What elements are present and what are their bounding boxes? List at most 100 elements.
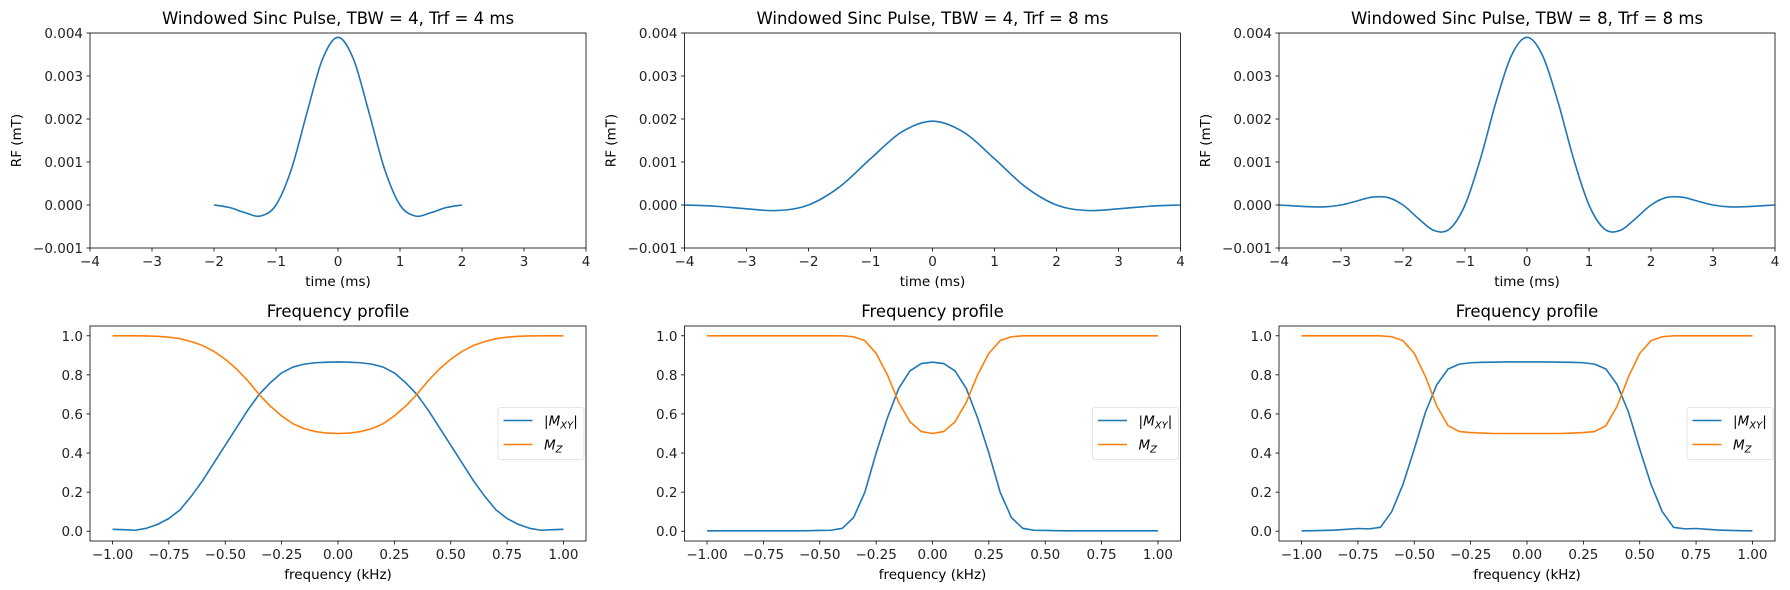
x-tick-label: 3 — [520, 254, 529, 270]
y-tick-label: 0.000 — [639, 198, 678, 214]
x-axis-label: time (ms) — [1494, 274, 1560, 290]
y-tick-label: 0.004 — [1233, 26, 1272, 42]
y-tick-label: 0.000 — [44, 198, 83, 214]
y-axis-label: RF (mT) — [9, 114, 25, 167]
x-tick-label: 0 — [1523, 254, 1532, 270]
y-tick-label: 0.003 — [44, 69, 83, 85]
plot-area — [90, 33, 586, 248]
y-tick-label: 0.001 — [44, 155, 83, 171]
y-tick-label: 0.6 — [1251, 407, 1272, 423]
x-tick-label: −0.25 — [855, 547, 896, 563]
y-tick-label: 0.002 — [639, 112, 678, 128]
y-tick-label: 0.003 — [1233, 69, 1272, 85]
y-tick-label: −0.001 — [1222, 241, 1272, 257]
x-tick-label: −3 — [142, 254, 162, 270]
y-tick-label: 0.002 — [44, 112, 83, 128]
y-tick-label: 0.001 — [1233, 155, 1272, 171]
y-tick-label: 0.4 — [656, 446, 677, 462]
x-tick-label: −1 — [861, 254, 881, 270]
x-tick-label: 1.00 — [548, 547, 578, 563]
x-tick-label: 4 — [582, 254, 591, 270]
x-tick-label: 0 — [334, 254, 343, 270]
legend-label-mxy: |MXY| — [1139, 414, 1173, 432]
x-tick-label: 3 — [1114, 254, 1123, 270]
x-tick-label: 1.00 — [1737, 547, 1767, 563]
legend: |MXY| MZ​ — [1686, 407, 1774, 460]
plot-title: Windowed Sinc Pulse, TBW = 4, Trf = 4 ms — [162, 9, 514, 28]
legend-label-mz: MZ​ — [544, 438, 564, 456]
x-tick-label: 0.75 — [492, 547, 522, 563]
y-tick-label: 0.003 — [639, 69, 678, 85]
y-tick-label: 0.002 — [1233, 112, 1272, 128]
x-tick-label: 1 — [396, 254, 405, 270]
plot-title: Windowed Sinc Pulse, TBW = 4, Trf = 8 ms — [756, 9, 1108, 28]
x-tick-label: 0.00 — [917, 547, 947, 563]
x-tick-label: 2 — [1647, 254, 1656, 270]
rf-pulse-plot: −4 −3 −2 −1 0 1 2 3 4 −0.001 0.000 0.001 0.002 0.003 0… — [1198, 9, 1779, 290]
y-tick-label: 0.4 — [1251, 446, 1272, 462]
x-tick-label: 0.25 — [974, 547, 1004, 563]
y-tick-label: −0.001 — [628, 241, 678, 257]
x-axis-label: time (ms) — [900, 274, 966, 290]
y-tick-label: 1.0 — [62, 329, 83, 345]
legend-label-mxy: |MXY| — [544, 414, 578, 432]
x-tick-label: 0.25 — [379, 547, 409, 563]
x-tick-label: 0.00 — [1512, 547, 1542, 563]
axes-frame — [1278, 32, 1776, 249]
y-tick-label: 0.8 — [62, 368, 83, 384]
x-tick-label: 0.75 — [1087, 547, 1117, 563]
legend: |MXY| MZ​ — [1092, 407, 1179, 460]
x-tick-label: 0.50 — [1030, 547, 1060, 563]
axes-frame — [684, 32, 1181, 249]
x-tick-label: −1.00 — [686, 547, 727, 563]
mz-line — [707, 334, 1158, 435]
mxy-line — [707, 361, 1158, 532]
mz-line — [1301, 334, 1753, 435]
x-tick-label: −0.75 — [148, 547, 189, 563]
y-tick-label: 0.0 — [1251, 524, 1272, 540]
x-tick-label: 1.00 — [1143, 547, 1173, 563]
legend: |MXY| MZ​ — [497, 407, 585, 460]
x-tick-label: −3 — [737, 254, 757, 270]
y-tick-label: 0.8 — [1251, 368, 1272, 384]
mxy-line — [112, 361, 564, 532]
y-tick-label: 0.2 — [1251, 485, 1272, 501]
frequency-profile-plot: −1.00 −0.75 −0.50 −0.25 0.00 0.25 0.50 0.75 1.00… — [656, 302, 1181, 583]
x-tick-label: 2 — [458, 254, 467, 270]
plot-area — [684, 33, 1181, 248]
mxy-line — [1301, 361, 1753, 532]
x-tick-label: −4 — [675, 254, 695, 270]
y-tick-label: 0.4 — [62, 446, 83, 462]
x-tick-label: −0.75 — [1337, 547, 1378, 563]
y-axis-label: RF (mT) — [604, 114, 620, 167]
plot-area — [1279, 33, 1775, 248]
x-axis-label: frequency (kHz) — [879, 567, 987, 583]
legend-label-mz: MZ​ — [1733, 438, 1753, 456]
frequency-profile-plot: −1.00 −0.75 −0.50 −0.25 0.00 0.25 0.50 0.75 1.00… — [1251, 302, 1776, 583]
plot-title: Frequency profile — [861, 302, 1004, 321]
y-tick-label: 1.0 — [656, 329, 677, 345]
x-tick-label: −2 — [1393, 254, 1413, 270]
x-tick-label: −3 — [1331, 254, 1351, 270]
legend-label-mz: MZ​ — [1139, 438, 1159, 456]
x-tick-label: 0.75 — [1681, 547, 1711, 563]
x-tick-label: −1 — [1455, 254, 1475, 270]
x-tick-label: −0.25 — [261, 547, 302, 563]
x-tick-label: −2 — [799, 254, 819, 270]
rf-pulse-plot: −4 −3 −2 −1 0 1 2 3 4 −0.001 0.000 0.001 0.002 0.003 0… — [604, 9, 1185, 290]
y-tick-label: 0.6 — [656, 407, 677, 423]
y-axis-label: RF (mT) — [1198, 114, 1214, 167]
x-tick-label: 0.25 — [1568, 547, 1598, 563]
y-tick-label: 0.001 — [639, 155, 678, 171]
rf-pulse-line — [213, 36, 463, 218]
rf-pulse-line — [1278, 36, 1776, 233]
x-tick-label: 3 — [1709, 254, 1718, 270]
rf-pulse-plot: −4 −3 −2 −1 0 1 2 3 4 −0.001 0.000 0.001 0.002 0.003 0… — [9, 9, 590, 290]
x-axis-label: frequency (kHz) — [284, 567, 392, 583]
x-tick-label: −0.50 — [799, 547, 840, 563]
y-tick-label: −0.001 — [33, 241, 83, 257]
y-tick-label: 0.004 — [44, 26, 83, 42]
x-tick-label: −1.00 — [1281, 547, 1322, 563]
x-tick-label: 0.50 — [436, 547, 466, 563]
